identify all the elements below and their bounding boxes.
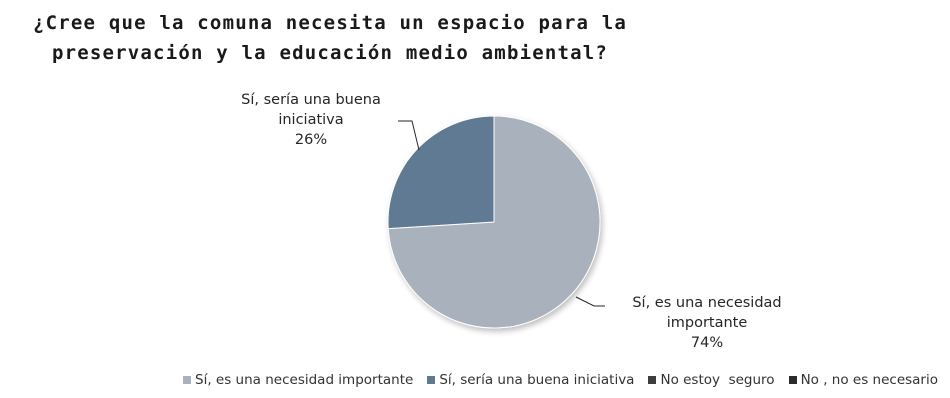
- pie-slice-1: [387, 115, 495, 230]
- legend-swatch-no-estoy-seguro: [648, 376, 657, 384]
- legend-swatch-buena-iniciativa: [427, 376, 436, 384]
- legend-item-no-estoy-seguro: No estoy seguro: [648, 372, 775, 388]
- leader-line-buena-iniciativa: [398, 120, 420, 151]
- data-label-buena-iniciativa-percent: 26%: [294, 132, 328, 148]
- legend-label-buena-iniciativa: Sí, sería una buena iniciativa: [439, 372, 635, 388]
- data-label-necesidad-importante: Sí, es una necesidad importante 74%: [592, 293, 822, 353]
- data-label-necesidad-importante-percent: 74%: [690, 335, 724, 351]
- legend-item-necesidad-importante: Sí, es una necesidad importante: [183, 372, 413, 388]
- legend-label-necesidad-importante: Sí, es una necesidad importante: [195, 372, 414, 388]
- data-label-buena-iniciativa-line-2: iniciativa: [278, 112, 344, 128]
- legend: Sí, es una necesidad importante Sí, serí…: [0, 372, 950, 388]
- data-label-buena-iniciativa: Sí, sería una buena iniciativa 26%: [206, 90, 416, 150]
- chart-title-line-1: ¿Cree que la comuna necesita un espacio …: [32, 12, 628, 34]
- legend-item-no-es-necesario: No , no es necesario: [788, 372, 938, 388]
- chart-title-line-2: preservación y la educación medio ambien…: [51, 42, 609, 64]
- leader-line-necesidad-importante: [575, 296, 605, 307]
- data-label-necesidad-importante-line-2: importante: [666, 315, 748, 331]
- legend-swatch-no-es-necesario: [788, 376, 797, 384]
- legend-label-no-es-necesario: No , no es necesario: [800, 372, 938, 388]
- data-label-necesidad-importante-line-1: Sí, es una necesidad: [632, 295, 782, 311]
- legend-label-no-estoy-seguro: No estoy seguro: [660, 372, 775, 388]
- legend-swatch-necesidad-importante: [183, 376, 192, 384]
- data-label-buena-iniciativa-line-1: Sí, sería una buena: [241, 92, 381, 108]
- legend-item-buena-iniciativa: Sí, sería una buena iniciativa: [427, 372, 634, 388]
